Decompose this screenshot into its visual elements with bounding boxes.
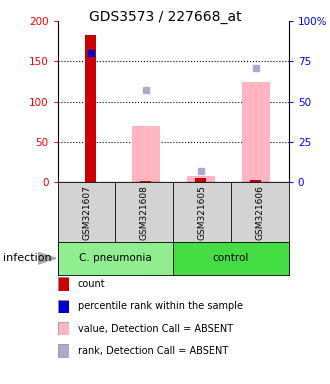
- Bar: [132, 126, 159, 182]
- Text: GSM321607: GSM321607: [82, 185, 91, 240]
- Text: percentile rank within the sample: percentile rank within the sample: [78, 301, 243, 311]
- Text: GSM321605: GSM321605: [198, 185, 207, 240]
- Text: rank, Detection Call = ABSENT: rank, Detection Call = ABSENT: [78, 346, 228, 356]
- Text: count: count: [78, 279, 105, 289]
- FancyBboxPatch shape: [58, 322, 69, 336]
- Text: control: control: [213, 253, 249, 263]
- Bar: [242, 83, 270, 182]
- Bar: [250, 180, 261, 182]
- Text: GSM321608: GSM321608: [140, 185, 149, 240]
- Polygon shape: [38, 252, 56, 264]
- FancyBboxPatch shape: [58, 277, 69, 291]
- Text: value, Detection Call = ABSENT: value, Detection Call = ABSENT: [78, 324, 233, 334]
- Bar: [195, 178, 206, 182]
- Text: C. pneumonia: C. pneumonia: [79, 253, 152, 263]
- FancyBboxPatch shape: [58, 344, 69, 358]
- FancyBboxPatch shape: [58, 300, 69, 313]
- Text: infection: infection: [3, 253, 52, 263]
- Bar: [140, 181, 151, 182]
- Bar: [85, 35, 96, 182]
- Text: GSM321606: GSM321606: [255, 185, 264, 240]
- Text: GDS3573 / 227668_at: GDS3573 / 227668_at: [89, 10, 241, 23]
- Bar: [187, 176, 214, 182]
